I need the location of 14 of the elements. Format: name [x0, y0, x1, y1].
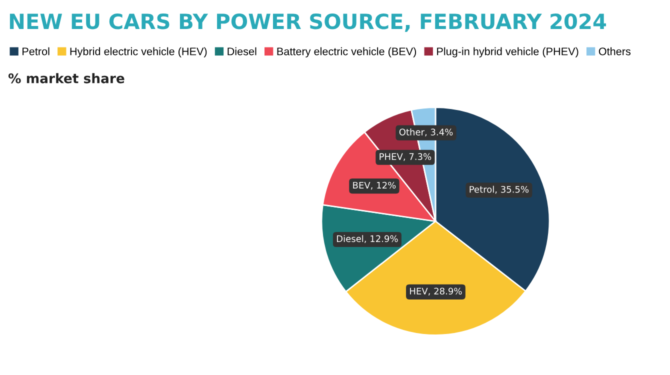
- legend-label: Others: [598, 47, 631, 56]
- data-label: Other, 3.4%: [399, 128, 453, 136]
- data-label: PHEV, 7.3%: [380, 153, 432, 161]
- data-label: Petrol, 35.5%: [470, 186, 529, 194]
- chart-title: NEW EU CARS BY POWER SOURCE, FEBRUARY 2024: [10, 13, 606, 32]
- legend-label: Plug-in hybrid vehicle (PHEV): [437, 47, 578, 58]
- legend-label: Petrol: [22, 47, 50, 56]
- text: % market share: [8, 73, 124, 84]
- data-label: HEV, 28.9%: [410, 288, 462, 296]
- legend-label: Battery electric vehicle (BEV): [277, 47, 416, 58]
- legend-label: Diesel: [228, 47, 256, 56]
- legend-label: Hybrid electric vehicle (HEV): [70, 47, 207, 58]
- data-label: BEV, 12%: [353, 182, 396, 190]
- data-label: Diesel, 12.9%: [336, 235, 398, 244]
